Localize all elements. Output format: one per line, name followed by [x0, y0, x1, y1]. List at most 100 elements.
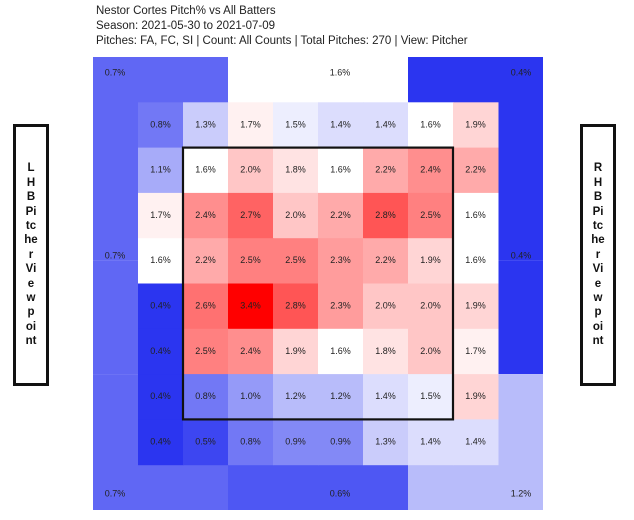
heatmap-cell-r6-c1 — [138, 328, 184, 375]
outer-zone-label-left-middle: 0.7% — [105, 251, 126, 261]
heatmap-cell-r5-c5 — [318, 283, 364, 330]
heatmap-cell-label-r8-c5: 0.9% — [330, 436, 351, 446]
chart-header: Nestor Cortes Pitch% vs All Batters Seas… — [96, 4, 468, 49]
heatmap-cell-label-r7-c1: 0.4% — [150, 391, 171, 401]
heatmap-cell-label-r6-c7: 2.0% — [420, 346, 441, 356]
heatmap-cell-label-r6-c5: 1.6% — [330, 346, 351, 356]
outer-zone-label-top-right: 0.4% — [511, 67, 532, 77]
heatmap-cell-r5-c8 — [453, 283, 499, 330]
heatmap-cell-label-r6-c1: 0.4% — [150, 346, 171, 356]
heatmap-cell-label-r4-c5: 2.3% — [330, 255, 351, 265]
heatmap-cell-r1-c6 — [363, 102, 409, 149]
heatmap-cell-r3-c3 — [228, 192, 274, 239]
heatmap-cell-r3-c4 — [273, 192, 319, 239]
heatmap-cell-r7-c2 — [183, 374, 229, 420]
heatmap-cell-r4-c3 — [228, 238, 274, 284]
heatmap-cell-label-r5-c1: 0.4% — [150, 301, 171, 311]
heatmap-cell-r4-c8 — [453, 238, 499, 284]
heatmap-cell-r1-c5 — [318, 102, 364, 149]
heatmap-cell-r3-c8 — [453, 192, 499, 239]
heatmap-cell-r6-c5 — [318, 328, 364, 375]
heatmap-cell-label-r4-c2: 2.2% — [195, 255, 216, 265]
lhb-viewpoint-text: LHB Pitcher Viewpoint — [24, 162, 38, 348]
heatmap-cell-r1-c2 — [183, 102, 229, 149]
heatmap-cell-label-r8-c2: 0.5% — [195, 436, 216, 446]
chart-title: Nestor Cortes Pitch% vs All Batters — [96, 5, 276, 17]
heatmap-cell-label-r6-c2: 2.5% — [195, 346, 216, 356]
heatmap-cell-r2-c4 — [273, 147, 319, 194]
heatmap-cell-r6-c6 — [363, 328, 409, 375]
heatmap-cell-r8-c7 — [408, 419, 454, 466]
heatmap-cell-r2-c7 — [408, 147, 454, 194]
chart-pitches-info: Pitches: FA, FC, SI | Count: All Counts … — [96, 35, 468, 47]
heatmap-cell-label-r2-c7: 2.4% — [420, 165, 441, 175]
heatmap-cell-label-r6-c8: 1.7% — [465, 346, 486, 356]
heatmap-cell-r8-c4 — [273, 419, 319, 466]
outer-zone-right-middle — [498, 260, 543, 375]
heatmap-cell-label-r1-c2: 1.3% — [195, 119, 216, 129]
heatmap-cell-r7-c6 — [363, 374, 409, 420]
heatmap-cell-r5-c2 — [183, 283, 229, 330]
heatmap-cell-label-r1-c5: 1.4% — [330, 119, 351, 129]
heatmap-cell-label-r7-c4: 1.2% — [285, 391, 306, 401]
heatmap-cell-label-r4-c1: 1.6% — [150, 255, 171, 265]
heatmap-cell-label-r1-c8: 1.9% — [465, 119, 486, 129]
lhb-viewpoint-label: LHB Pitcher Viewpoint — [13, 124, 49, 386]
heatmap-cell-label-r2-c2: 1.6% — [195, 165, 216, 175]
heatmap-cell-label-r5-c5: 2.3% — [330, 301, 351, 311]
heatmap-cell-r3-c6 — [363, 192, 409, 239]
heatmap-cell-r7-c7 — [408, 374, 454, 420]
heatmap-cell-label-r6-c6: 1.8% — [375, 346, 396, 356]
heatmap-cell-label-r5-c7: 2.0% — [420, 301, 441, 311]
heatmap-cell-r5-c4 — [273, 283, 319, 330]
heatmap-cell-label-r5-c2: 2.6% — [195, 301, 216, 311]
heatmap-cell-r1-c3 — [228, 102, 274, 149]
heatmap-cell-label-r8-c4: 0.9% — [285, 436, 306, 446]
heatmap-cell-label-r2-c1: 1.1% — [150, 165, 171, 175]
heatmap-cell-r2-c2 — [183, 147, 229, 194]
heatmap-cell-label-r1-c4: 1.5% — [285, 119, 306, 129]
heatmap-cell-r7-c5 — [318, 374, 364, 420]
outer-zone-top-middle — [228, 57, 408, 103]
heatmap-cell-r6-c4 — [273, 328, 319, 375]
heatmap-cell-r2-c1 — [138, 147, 184, 194]
heatmap-cell-r4-c6 — [363, 238, 409, 284]
heatmap-cell-label-r8-c7: 1.4% — [420, 436, 441, 446]
heatmap-cell-label-r1-c3: 1.7% — [240, 119, 261, 129]
heatmap-cell-label-r6-c4: 1.9% — [285, 346, 306, 356]
heatmap-cell-label-r7-c3: 1.0% — [240, 391, 261, 401]
heatmap-cell-r5-c6 — [363, 283, 409, 330]
heatmap-cell-label-r3-c1: 1.7% — [150, 210, 171, 220]
heatmap-cell-label-r3-c7: 2.5% — [420, 210, 441, 220]
heatmap-cell-r7-c3 — [228, 374, 274, 420]
heatmap-cell-r8-c5 — [318, 419, 364, 466]
heatmap-cell-label-r8-c6: 1.3% — [375, 436, 396, 446]
heatmap-cell-r5-c3 — [228, 283, 274, 330]
heatmap-cell-label-r3-c8: 1.6% — [465, 210, 486, 220]
heatmap-cell-label-r3-c5: 2.2% — [330, 210, 351, 220]
heatmap-cell-r1-c8 — [453, 102, 499, 149]
heatmap-cell-r8-c1 — [138, 419, 184, 466]
heatmap-cell-label-r3-c2: 2.4% — [195, 210, 216, 220]
heatmap-cell-label-r5-c3: 3.4% — [240, 301, 261, 311]
heatmap-cell-label-r2-c5: 1.6% — [330, 165, 351, 175]
heatmap-cell-label-r4-c6: 2.2% — [375, 255, 396, 265]
heatmap-cell-r3-c5 — [318, 192, 364, 239]
heatmap-cell-label-r7-c7: 1.5% — [420, 391, 441, 401]
heatmap-cell-label-r7-c8: 1.9% — [465, 391, 486, 401]
heatmap-cell-r2-c3 — [228, 147, 274, 194]
outer-zone-label-top-left: 0.7% — [105, 67, 126, 77]
heatmap-cell-r2-c6 — [363, 147, 409, 194]
heatmap-cell-label-r6-c3: 2.4% — [240, 346, 261, 356]
outer-zone-label-bottom-left: 0.7% — [105, 488, 126, 498]
heatmap-cell-r6-c3 — [228, 328, 274, 375]
heatmap-cell-label-r2-c6: 2.2% — [375, 165, 396, 175]
heatmap-cell-r2-c8 — [453, 147, 499, 194]
heatmap-cell-r8-c2 — [183, 419, 229, 466]
heatmap-cell-r4-c4 — [273, 238, 319, 284]
chart-season: Season: 2021-05-30 to 2021-07-09 — [96, 20, 276, 32]
outer-zone-label-top-middle: 1.6% — [330, 67, 351, 77]
heatmap-cell-label-r2-c3: 2.0% — [240, 165, 261, 175]
heatmap-cell-r1-c4 — [273, 102, 319, 149]
